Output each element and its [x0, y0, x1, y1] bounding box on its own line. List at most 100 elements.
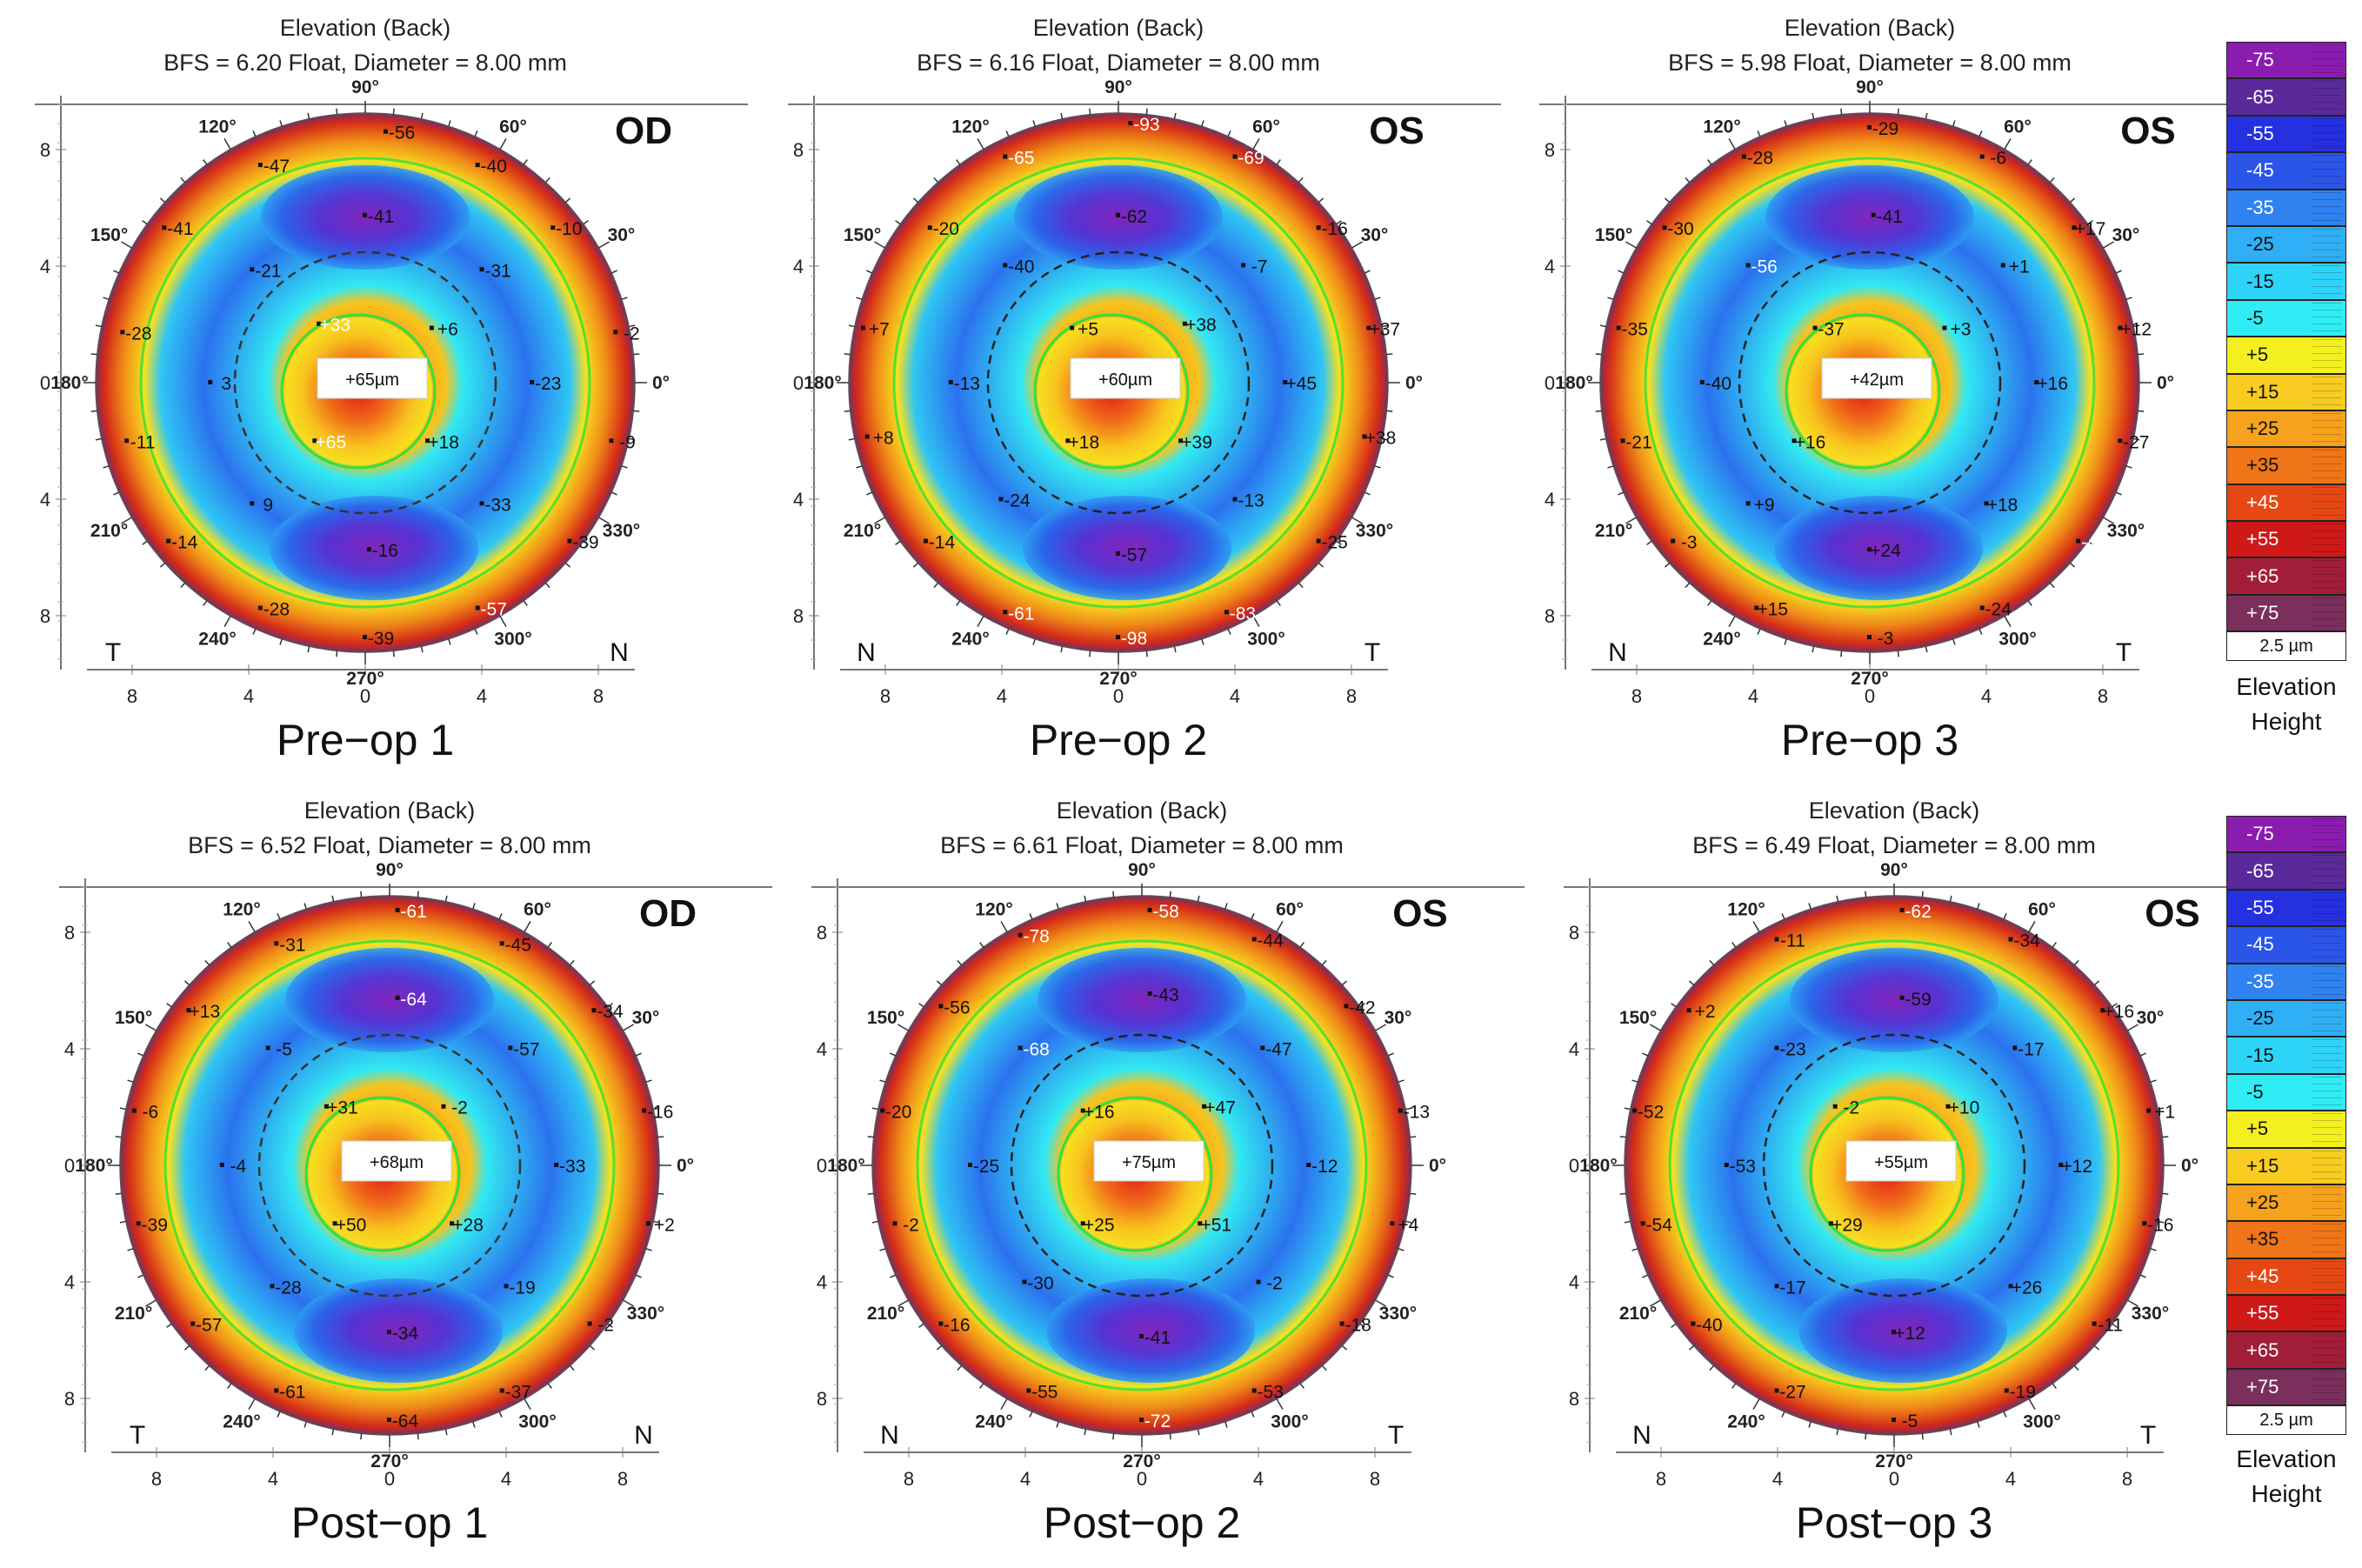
angle-label: 90°: [1128, 860, 1156, 880]
contour-line: [139, 157, 591, 609]
elevation-value: -27: [2123, 432, 2149, 452]
map-subtitle: BFS = 6.49 Float, Diameter = 8.00 mm: [1692, 832, 2096, 858]
map-caption: Pre−op 2: [1029, 716, 1208, 764]
legend-step: +15: [2226, 373, 2346, 410]
map-subtitle: BFS = 6.16 Float, Diameter = 8.00 mm: [917, 50, 1320, 76]
elevation-value: -41: [1144, 1328, 1171, 1348]
x-tick-label: 8: [904, 1468, 914, 1490]
elevation-value: +18: [428, 432, 459, 452]
legend-resolution: 2.5 µm: [2226, 631, 2346, 662]
legend-step: -15: [2226, 263, 2346, 300]
elevation-value: -19: [2010, 1382, 2036, 1402]
elevation-value: -21: [255, 261, 281, 281]
elevation-value: -2: [1843, 1098, 1859, 1118]
y-tick-label: 8: [64, 1388, 75, 1410]
legend-step-label: -55: [2246, 896, 2274, 918]
legend-step: +55: [2226, 1295, 2346, 1332]
legend-step-label: -35: [2246, 196, 2274, 218]
angle-label: 330°: [2132, 1304, 2169, 1324]
x-tick-label: 4: [501, 1468, 511, 1490]
x-tick-label: 4: [1981, 685, 1992, 707]
y-tick-label: 0: [817, 1155, 827, 1177]
x-tick-label: 0: [1137, 1468, 1147, 1490]
elevation-value: +6: [437, 320, 458, 340]
orientation-left-label: T: [105, 638, 121, 667]
elevation-value: -44: [1258, 931, 1284, 951]
legend-step: +45: [2226, 484, 2346, 522]
orientation-right-label: T: [1388, 1421, 1404, 1450]
angle-label: 30°: [2112, 225, 2140, 245]
center-value-box: [1821, 357, 1932, 399]
angle-label: 30°: [2137, 1008, 2165, 1028]
y-tick-label: 4: [793, 256, 804, 277]
angle-label: 180°: [1555, 373, 1592, 393]
elevation-value: -33: [484, 495, 510, 515]
low-zone-bottom: [1774, 496, 1983, 600]
elevation-value: -41: [368, 207, 394, 227]
legend-step-label: +5: [2246, 344, 2269, 366]
elevation-value: -47: [264, 157, 290, 177]
elevation-value: -54: [1646, 1215, 1673, 1235]
legend-step: +65: [2226, 557, 2346, 595]
legend-step-label: +35: [2246, 454, 2279, 477]
angle-label: 30°: [1385, 1008, 1412, 1028]
elevation-value: -56: [944, 998, 970, 1018]
elevation-value: -47: [1265, 1039, 1291, 1059]
elevation-value: -57: [196, 1316, 222, 1336]
elevation-value: +38: [1365, 428, 1397, 448]
y-tick-label: 4: [1569, 1271, 1579, 1293]
elevation-value: +24: [1870, 541, 1901, 561]
elevation-value: -13: [1238, 491, 1264, 511]
eye-label: OS: [2145, 892, 2200, 935]
x-tick-label: 4: [1748, 685, 1758, 707]
low-zone-top: [285, 948, 494, 1052]
elevation-value: +28: [452, 1215, 484, 1235]
eye-label: OD: [639, 892, 697, 935]
eye-label: OD: [615, 110, 672, 152]
elevation-map: 8 8 4 4 0 0 4 4 8 8 90° 60° 30° 0° 330° 300° 270° 240° 210…: [35, 77, 748, 707]
legend-step-label: -5: [2246, 1080, 2264, 1103]
elevation-value: -39: [368, 629, 394, 649]
angle-label: 60°: [524, 900, 551, 920]
legend-step: -75: [2226, 42, 2346, 79]
elevation-value: -78: [1023, 927, 1049, 947]
elevation-value: -18: [1344, 1316, 1371, 1336]
y-tick-label: 0: [40, 372, 50, 394]
eye-label: OS: [2120, 110, 2176, 152]
elevation-value: +38: [1185, 316, 1217, 336]
elevation-value: -11: [2098, 1316, 2123, 1336]
elevation-value: +10: [1949, 1098, 1980, 1118]
map-title: Elevation (Back): [1032, 15, 1204, 41]
elevation-value: -37: [1818, 320, 1844, 340]
elevation-value: -20: [885, 1103, 911, 1123]
elevation-value: -5: [276, 1039, 292, 1059]
panel-pre-op-2: Elevation (Back) BFS = 6.16 Float, Diamet…: [753, 0, 1536, 783]
center-value-label: +60µm: [1098, 370, 1152, 390]
elevation-value: +47: [1204, 1098, 1236, 1118]
legend-step: +75: [2226, 1368, 2346, 1406]
legend-step-label: +45: [2246, 1264, 2279, 1287]
map-caption: Post−op 2: [1043, 1498, 1241, 1547]
y-tick-label: 8: [793, 605, 804, 627]
legend-step: -45: [2226, 926, 2346, 964]
x-tick-label: 8: [1656, 1468, 1666, 1490]
angle-label: 60°: [499, 117, 527, 137]
x-tick-label: 8: [1631, 685, 1642, 707]
orientation-left-label: N: [857, 638, 876, 667]
elevation-value: -6: [143, 1103, 159, 1123]
angle-label: 120°: [198, 117, 236, 137]
elevation-value: -2: [903, 1215, 919, 1235]
angle-label: 270°: [1123, 1451, 1160, 1471]
elevation-value: +9: [1754, 495, 1775, 515]
measurement-zone-circle: [1010, 1033, 1274, 1298]
map-caption: Post−op 1: [290, 1498, 489, 1547]
angle-label: 270°: [1851, 669, 1888, 689]
x-tick-label: 4: [477, 685, 487, 707]
x-tick-label: 0: [1113, 685, 1124, 707]
map-caption: Pre−op 1: [276, 716, 455, 764]
x-tick-label: 4: [268, 1468, 278, 1490]
low-zone-top: [261, 165, 470, 270]
angle-label: 150°: [1595, 225, 1632, 245]
angle-label: 210°: [844, 521, 881, 541]
elevation-value: +4: [1398, 1215, 1418, 1235]
